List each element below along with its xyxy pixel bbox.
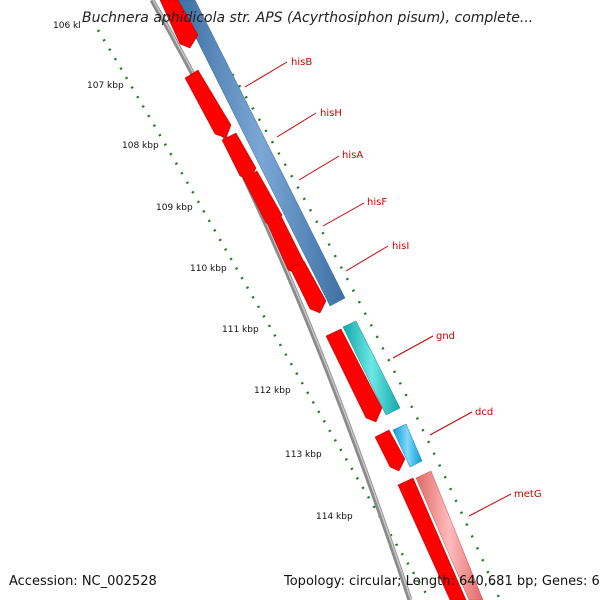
gene-label-hisB: hisB bbox=[291, 57, 312, 68]
metG-feature bbox=[415, 470, 484, 600]
his-cds-arrows bbox=[159, 0, 327, 314]
tick-label: 108 kbp bbox=[122, 141, 159, 151]
tick-label: 110 kbp bbox=[190, 264, 227, 274]
metG-cds bbox=[397, 477, 467, 600]
tick-labels: 106 kl 107 kbp 108 kbp 109 kbp 110 kbp 1… bbox=[53, 21, 353, 522]
gene-label-metG: metG bbox=[514, 489, 542, 500]
gnd-cds bbox=[325, 328, 383, 423]
tick-label: 113 kbp bbox=[285, 450, 322, 460]
gene-label-hisI: hisI bbox=[392, 241, 409, 252]
gene-label-hisA: hisA bbox=[342, 150, 363, 161]
gene-labels: hisB hisH hisA hisF hisI gnd dcd metG bbox=[291, 57, 542, 500]
genome-backbone bbox=[149, 0, 413, 600]
gene-label-dcd: dcd bbox=[475, 407, 493, 418]
gnd-feature bbox=[342, 320, 401, 416]
tick-label: 114 kbp bbox=[316, 512, 353, 522]
gene-label-hisH: hisH bbox=[320, 108, 342, 119]
tick-track-outer bbox=[203, 29, 502, 600]
his-operon-band bbox=[176, 0, 346, 307]
dcd-cds bbox=[374, 429, 406, 472]
tick-label: 106 kl bbox=[53, 21, 81, 31]
tick-label: 107 kbp bbox=[87, 81, 124, 91]
dcd-feature bbox=[392, 423, 423, 468]
gene-label-hisF: hisF bbox=[367, 197, 387, 208]
gene-label-gnd: gnd bbox=[436, 331, 455, 342]
genome-summary: Topology: circular; Length: 640,681 bp; … bbox=[284, 574, 600, 589]
label-leaders bbox=[244, 61, 512, 517]
tick-label: 111 kbp bbox=[222, 325, 259, 335]
tick-label: 112 kbp bbox=[254, 386, 291, 396]
map-title: Buchnera aphidicola str. APS (Acyrthosip… bbox=[82, 10, 534, 26]
tick-label: 109 kbp bbox=[156, 203, 193, 213]
accession-label: Accession: NC_002528 bbox=[9, 574, 157, 589]
